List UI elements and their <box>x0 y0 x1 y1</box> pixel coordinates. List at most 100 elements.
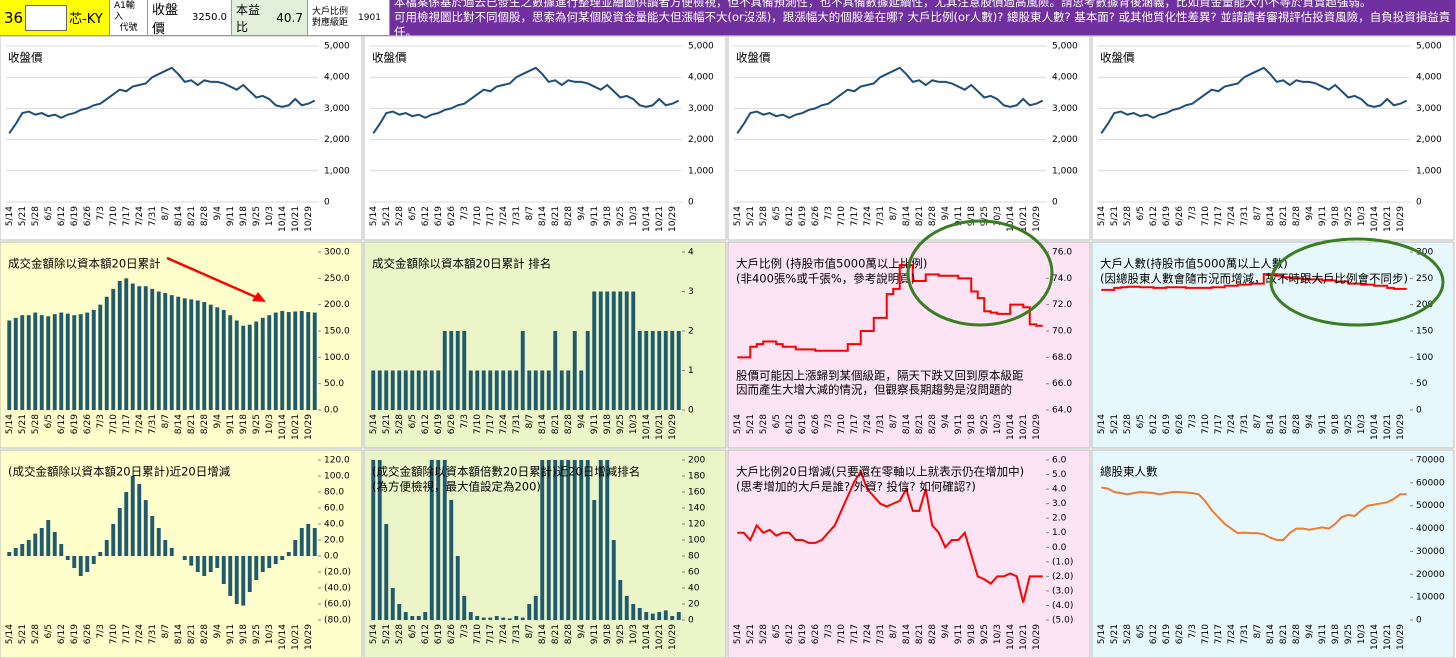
x-tick-label: 5/28 <box>31 206 41 226</box>
y-tick-label: (1.0) <box>1052 557 1073 567</box>
bar <box>598 460 603 620</box>
x-tick-label: 9/25 <box>1344 624 1354 644</box>
x-tick-label: 7/3 <box>96 414 106 428</box>
bar <box>143 286 148 410</box>
y-tick-label: (5.0) <box>1052 616 1073 626</box>
bar <box>371 370 376 410</box>
bar <box>195 300 200 410</box>
x-tick-label: 9/11 <box>1318 414 1328 434</box>
y-tick-label: 1.0 <box>1052 528 1067 538</box>
x-tick-label: 7/31 <box>1240 624 1250 644</box>
x-tick-label: 6/5 <box>44 624 54 638</box>
y-tick-label: 3 <box>688 287 694 297</box>
bar <box>449 500 454 620</box>
bar <box>410 370 415 410</box>
bar <box>371 460 376 620</box>
bar <box>189 299 194 410</box>
bar <box>221 556 226 584</box>
bar <box>195 556 200 572</box>
y-tick-label: 100 <box>688 536 705 546</box>
x-tick-label: 9/4 <box>1305 414 1315 429</box>
x-tick-label: 7/24 <box>1227 206 1237 226</box>
x-tick-label: 9/18 <box>239 414 249 434</box>
bar <box>650 331 655 410</box>
bar <box>592 291 597 410</box>
x-tick-label: 9/18 <box>239 206 249 226</box>
y-tick-label: 0.0 <box>324 552 339 562</box>
bar <box>176 296 181 410</box>
bar <box>455 556 460 620</box>
chart-subtitle: (思考增加的大戶是誰? 外資? 投信? 如何確認?) <box>736 480 976 494</box>
y-tick-label: (20.0) <box>324 568 351 578</box>
x-tick-label: 6/12 <box>57 206 67 226</box>
x-tick-label: 6/26 <box>811 206 821 226</box>
tier-label-box: 大戶比例 對應級距 <box>312 7 348 29</box>
y-tick-label: 4,000 <box>1416 73 1442 83</box>
x-tick-label: 7/17 <box>1214 414 1224 434</box>
x-tick-label: 10/3 <box>629 206 639 226</box>
x-tick-label: 8/21 <box>1279 624 1289 644</box>
x-tick-label: 9/25 <box>252 414 262 434</box>
chart-title: (成交金額除以資本額倍數20日累計)近20日增減排名 <box>372 465 640 479</box>
x-tick-label: 9/4 <box>577 624 587 639</box>
x-tick-label: 8/21 <box>915 206 925 226</box>
x-tick-label: 6/26 <box>83 206 93 226</box>
y-tick-label: 0 <box>1416 616 1422 626</box>
x-tick-label: 8/14 <box>1266 206 1276 226</box>
x-tick-label: 10/14 <box>1370 624 1380 650</box>
highlight-ellipse <box>906 219 1054 327</box>
x-tick-label: 7/17 <box>486 624 496 644</box>
x-tick-label: 10/21 <box>291 414 301 440</box>
bar <box>624 291 629 410</box>
y-tick-label: 60000 <box>1416 478 1445 488</box>
x-tick-label: 10/14 <box>278 206 288 232</box>
x-tick-label: 8/21 <box>551 206 561 226</box>
x-tick-label: 6/5 <box>408 414 418 428</box>
name: 芯-KY <box>69 12 103 27</box>
x-tick-label: 7/17 <box>850 206 860 226</box>
x-tick-label: 5/14 <box>369 206 379 226</box>
y-tick-label: 0.0 <box>1052 543 1067 553</box>
x-tick-label: 5/28 <box>31 414 41 434</box>
bar <box>559 460 564 620</box>
bar <box>39 528 44 556</box>
x-tick-label: 9/18 <box>967 206 977 226</box>
line <box>1101 273 1407 291</box>
bar <box>650 613 655 620</box>
panel-bg <box>1091 449 1455 658</box>
bar <box>312 312 317 410</box>
x-tick-label: 9/11 <box>1318 624 1328 644</box>
y-tick-label: 0 <box>688 198 694 208</box>
y-tick-label: 1 <box>688 366 694 376</box>
x-tick-label: 9/25 <box>616 206 626 226</box>
stock-cell: 36 芯-KY <box>0 0 110 36</box>
panel-bg <box>0 36 363 241</box>
close-value: 3250.0 <box>192 12 227 23</box>
bar <box>514 370 519 410</box>
x-tick-label: 6/5 <box>1136 206 1146 220</box>
y-tick-label: (40.0) <box>324 584 351 594</box>
close-label: 收盤價 <box>152 2 179 37</box>
y-tick-label: 5,000 <box>1052 42 1078 52</box>
x-tick-label: 9/4 <box>577 206 587 221</box>
x-tick-label: 8/14 <box>174 414 184 434</box>
x-tick-label: 10/29 <box>668 624 678 650</box>
bar <box>228 315 233 410</box>
bar <box>598 291 603 410</box>
chart-title: (成交金額除以資本額20日累計)近20日增減 <box>8 465 231 479</box>
bar <box>280 556 285 560</box>
bar <box>156 528 161 556</box>
x-tick-label: 10/21 <box>1383 624 1393 650</box>
x-tick-label: 5/21 <box>746 206 756 226</box>
bar <box>91 309 96 410</box>
x-tick-label: 6/19 <box>434 414 444 434</box>
chart-title: 收盤價 <box>8 51 43 65</box>
bar <box>631 291 636 410</box>
chart-subtitle: (為方便檢視，最大值設定為200) <box>372 480 541 494</box>
mask <box>25 4 68 31</box>
bar <box>566 460 571 620</box>
tier-cell: 大戶比例 對應級距 1901 <box>308 0 390 36</box>
bar <box>527 370 532 410</box>
